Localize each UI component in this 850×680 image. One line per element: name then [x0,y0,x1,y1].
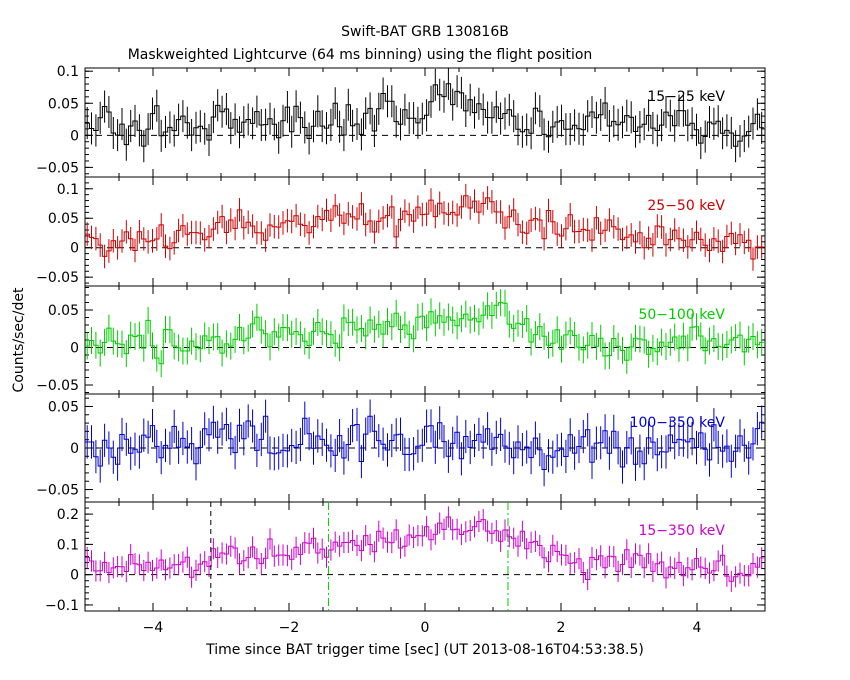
y-tick-label-1: 0.05 [48,211,79,227]
band-label-0: 15−25 keV [647,89,725,105]
series-line-2 [85,302,764,365]
y-tick-label-0: −0.05 [36,160,79,176]
band-label-2: 50−100 keV [638,307,725,323]
panels-group: −0.05 0 0.05 0.1 15−25 keV −0.05 0 0.05 0.1 25−50… [36,64,766,636]
series-line-4 [85,516,764,582]
band-label-4: 15−350 keV [638,523,725,539]
chart-subtitle: Maskweighted Lightcurve (64 ms binning) … [128,47,593,63]
x-tick-label: 0 [421,620,430,636]
y-tick-label-3: 0.05 [48,399,79,415]
error-bars-2 [86,289,763,378]
y-tick-label-3: 0 [70,441,79,457]
y-tick-label-1: 0 [70,241,79,257]
y-tick-label-4: 0.2 [57,507,79,523]
y-axis-label: Counts/sec/det [11,287,27,392]
y-tick-label-3: −0.05 [36,483,79,499]
chart-title: Swift-BAT GRB 130816B [341,24,509,40]
y-tick-label-0: 0.05 [48,96,79,112]
x-tick-label: 2 [557,620,566,636]
y-tick-label-2: 0 [70,341,79,357]
series-line-3 [85,415,764,470]
y-tick-label-4: 0 [70,568,79,584]
x-axis-label: Time since BAT trigger time [sec] (UT 20… [205,642,644,658]
y-tick-label-0: 0 [70,128,79,144]
y-tick-label-4: 0.1 [57,537,79,553]
y-tick-label-2: 0.05 [48,303,79,319]
band-label-1: 25−50 keV [647,198,725,214]
y-tick-label-2: −0.05 [36,378,79,394]
y-tick-label-1: −0.05 [36,270,79,286]
y-tick-label-1: 0.1 [57,182,79,198]
error-bars-4 [86,506,763,592]
band-label-3: 100−350 keV [630,415,726,431]
y-tick-label-0: 0.1 [57,64,79,80]
series-line-0 [85,83,764,147]
series-line-1 [85,195,764,260]
x-tick-label: −2 [279,620,300,636]
y-tick-label-4: −0.1 [45,598,79,614]
x-tick-label: 4 [693,620,702,636]
x-tick-label: −4 [143,620,164,636]
